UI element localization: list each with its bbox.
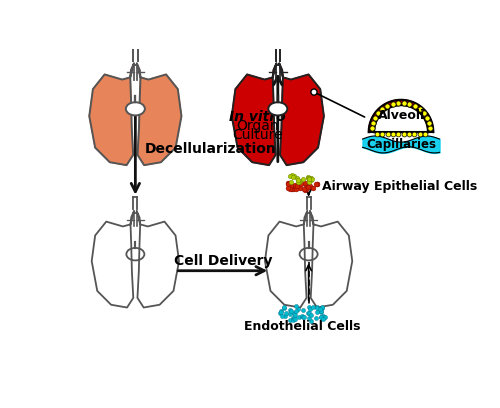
Text: Alveoli: Alveoli bbox=[378, 109, 424, 122]
Polygon shape bbox=[137, 64, 182, 165]
Text: In vitro: In vitro bbox=[230, 110, 286, 124]
Polygon shape bbox=[280, 64, 324, 165]
Text: Organ: Organ bbox=[236, 119, 279, 133]
Polygon shape bbox=[90, 64, 134, 165]
Ellipse shape bbox=[126, 102, 145, 115]
Text: Airway Epithelial Cells: Airway Epithelial Cells bbox=[322, 180, 477, 193]
Polygon shape bbox=[232, 64, 276, 165]
Ellipse shape bbox=[268, 102, 287, 115]
Text: Cell Delivery: Cell Delivery bbox=[174, 254, 272, 268]
Circle shape bbox=[311, 89, 317, 95]
Text: Endothelial Cells: Endothelial Cells bbox=[244, 320, 360, 333]
Polygon shape bbox=[368, 100, 434, 132]
Text: Decellularization: Decellularization bbox=[144, 142, 276, 156]
Text: Culture: Culture bbox=[232, 128, 283, 142]
Text: Capillaries: Capillaries bbox=[366, 138, 436, 151]
